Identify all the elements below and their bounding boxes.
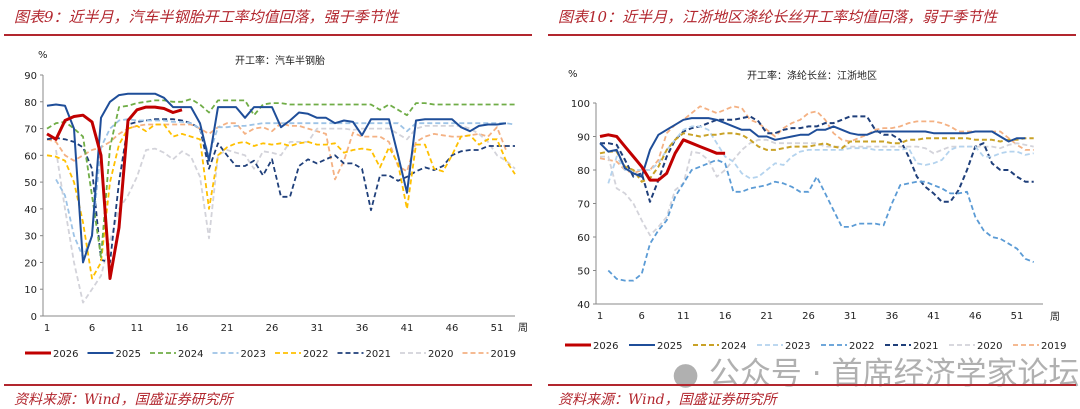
source-left: 资料来源：Wind，国盛证券研究所 [14,392,233,408]
x-tick-label: 41 [401,323,414,334]
series-line-2021 [600,115,1034,203]
y-tick-label: 80 [577,166,590,177]
chart-title: 开工率：涤纶长丝：江浙地区 [747,69,877,82]
figure-title-right: 图表10：近半月，江浙地区涤纶长丝开工率均值回落，弱于季节性 [558,8,998,26]
x-tick-label: 1 [597,311,603,322]
chart-title: 开工率：汽车半钢胎 [235,54,325,67]
title-rule-left [4,34,532,36]
x-tick-label: 46 [969,311,982,322]
wechat-icon: ● [672,356,700,392]
series-line-2024 [46,98,515,258]
x-tick-label: 31 [311,323,324,334]
x-tick-label: 51 [1011,311,1024,322]
y-tick-label: 70 [24,125,37,136]
y-tick-label: 70 [577,200,590,211]
x-tick-label: 11 [677,311,690,322]
y-tick-label: 80 [24,98,37,109]
footer-rule-right [548,384,1076,386]
x-tick-label: 11 [131,323,144,334]
series-line-2025 [46,92,507,264]
x-tick-label: 6 [639,311,645,322]
y-tick-label: 0 [31,312,37,323]
series-line-2026 [599,133,726,182]
figure-title-left: 图表9：近半月，汽车半钢胎开工率均值回落，强于季节性 [14,8,399,26]
x-tick-label: 41 [927,311,940,322]
x-tick-label: 1 [44,323,50,334]
series-line-2023 [607,125,1034,184]
legend-label-2025: 2025 [116,349,141,360]
legend-label-2024: 2024 [178,349,203,360]
watermark-text: 公众号 · 首席经济学家论坛 [708,356,1080,392]
source-right: 资料来源：Wind，国盛证券研究所 [558,392,777,408]
series-line-2019 [46,122,507,181]
legend-label-2023: 2023 [241,349,266,360]
x-tick-label: 16 [176,323,189,334]
x-tick-label: 16 [719,311,732,322]
series-line-2023 [55,118,516,258]
legend-label-2024: 2024 [721,341,746,352]
y-tick-label: 60 [577,233,590,244]
series-line-2026 [46,105,183,280]
legend-label-2020: 2020 [977,341,1002,352]
x-tick-label: 51 [491,323,504,334]
y-tick-label: 40 [577,300,590,311]
y-tick-label: 90 [577,133,590,144]
x-tick-label: 26 [802,311,815,322]
y-tick-label: 30 [24,232,37,243]
y-tick-label: 50 [24,178,37,189]
y-tick-label: 60 [24,151,37,162]
series-line-2024 [599,132,1034,183]
series-line-2022 [46,123,516,280]
title-rule-right [548,34,1076,36]
legend-label-2026: 2026 [593,341,618,352]
y-tick-label: 20 [24,258,37,269]
x-axis-label: 周 [1050,311,1060,323]
y-tick-label: 50 [577,267,590,278]
watermark: ● 公众号 · 首席经济学家论坛 [672,348,1079,393]
x-tick-label: 31 [844,311,857,322]
x-tick-label: 21 [760,311,773,322]
legend-label-2019: 2019 [1041,341,1066,352]
y-tick-label: 90 [24,71,37,82]
x-tick-label: 6 [89,323,95,334]
legend-label-2022: 2022 [303,349,328,360]
y-tick-label: 100 [571,99,590,110]
legend-label-2026: 2026 [53,349,78,360]
footer-rule-left [4,384,532,386]
series-line-2022 [607,159,1035,282]
legend-label-2022: 2022 [849,341,874,352]
series-line-2025 [599,117,1026,178]
x-tick-label: 46 [446,323,459,334]
series-line-2020 [55,125,516,304]
x-tick-label: 36 [886,311,899,322]
legend-label-2023: 2023 [785,341,810,352]
legend-label-2021: 2021 [366,349,391,360]
legend-label-2019: 2019 [491,349,516,360]
y-tick-label: 40 [24,205,37,216]
y-axis-label: % [568,69,578,80]
y-tick-label: 10 [24,285,37,296]
y-axis-label: % [38,50,48,61]
x-tick-label: 36 [356,323,369,334]
legend-label-2021: 2021 [913,341,938,352]
legend-label-2025: 2025 [657,341,682,352]
x-tick-label: 21 [221,323,234,334]
x-axis-label: 周 [518,322,528,334]
legend-label-2020: 2020 [428,349,453,360]
x-tick-label: 26 [266,323,279,334]
